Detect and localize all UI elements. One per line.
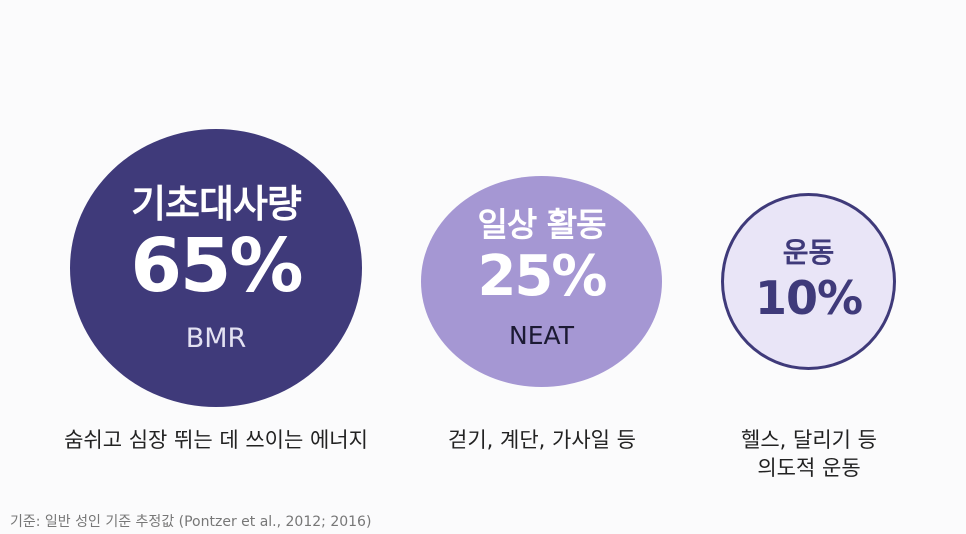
neat-circle: 일상 활동 25% NEAT xyxy=(421,176,662,387)
exercise-description-line-1: 헬스, 달리기 등 xyxy=(741,428,877,452)
exercise-description: 헬스, 달리기 등 의도적 운동 xyxy=(700,426,918,482)
exercise-description-line-2: 의도적 운동 xyxy=(757,456,861,480)
neat-description: 걷기, 계단, 가사일 등 xyxy=(420,426,664,454)
bmr-title: 기초대사량 xyxy=(131,182,302,226)
bmr-description-line: 숨쉬고 심장 뛰는 데 쓰이는 에너지 xyxy=(64,428,368,452)
bmr-percentage: 65% xyxy=(130,223,303,309)
exercise-title: 운동 xyxy=(782,236,835,269)
neat-abbreviation: NEAT xyxy=(509,321,574,350)
exercise-percentage: 10% xyxy=(754,271,863,325)
neat-description-line: 걷기, 계단, 가사일 등 xyxy=(448,428,636,452)
bmr-circle: 기초대사량 65% BMR xyxy=(70,129,362,407)
exercise-circle: 운동 10% xyxy=(721,193,896,370)
neat-percentage: 25% xyxy=(477,244,607,309)
source-note: 기준: 일반 성인 기준 추정값 (Pontzer et al., 2012; … xyxy=(10,514,372,530)
bmr-description: 숨쉬고 심장 뛰는 데 쓰이는 에너지 xyxy=(20,426,412,454)
bmr-abbreviation: BMR xyxy=(185,323,247,354)
neat-title: 일상 활동 xyxy=(477,205,607,244)
